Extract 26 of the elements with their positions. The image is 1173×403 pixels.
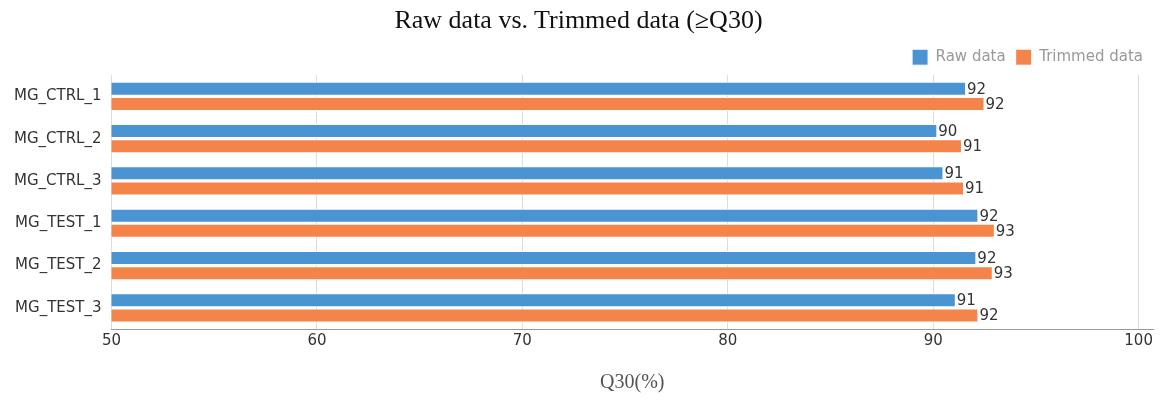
legend-label: Raw data	[935, 47, 1006, 66]
legend-label: Trimmed data	[1038, 47, 1144, 66]
data-label: 90	[938, 121, 958, 140]
y-tick-label: MG_CTRL_3	[13, 170, 102, 190]
data-label: 91	[944, 164, 964, 183]
y-tick-label: MG_CTRL_1	[13, 86, 102, 106]
data-label: 91	[962, 137, 983, 156]
x-tick-label: 80	[718, 330, 738, 349]
x-tick-label: 90	[923, 330, 943, 349]
data-label: 91	[965, 179, 985, 198]
y-tick-label: MG_TEST_3	[15, 297, 102, 317]
x-tick-label: 70	[512, 330, 532, 349]
y-tick-label: MG_CTRL_2	[13, 128, 102, 148]
y-tick-label: MG_TEST_2	[15, 255, 102, 275]
x-tick-label: 60	[307, 330, 327, 349]
x-axis-title: Q30(%)	[600, 370, 665, 394]
data-label: 91	[956, 291, 976, 310]
data-label: 93	[993, 264, 1013, 283]
data-label: 92	[979, 306, 999, 325]
data-label: 92	[977, 248, 997, 267]
y-tick-label: MG_TEST_1	[15, 213, 102, 233]
x-tick-label: 50	[101, 330, 122, 349]
chart-title: Raw data vs. Trimmed data (≥Q30)	[394, 5, 763, 35]
data-label: 92	[967, 79, 987, 98]
data-label: 92	[985, 94, 1005, 113]
x-tick-label: 100	[1124, 330, 1153, 349]
